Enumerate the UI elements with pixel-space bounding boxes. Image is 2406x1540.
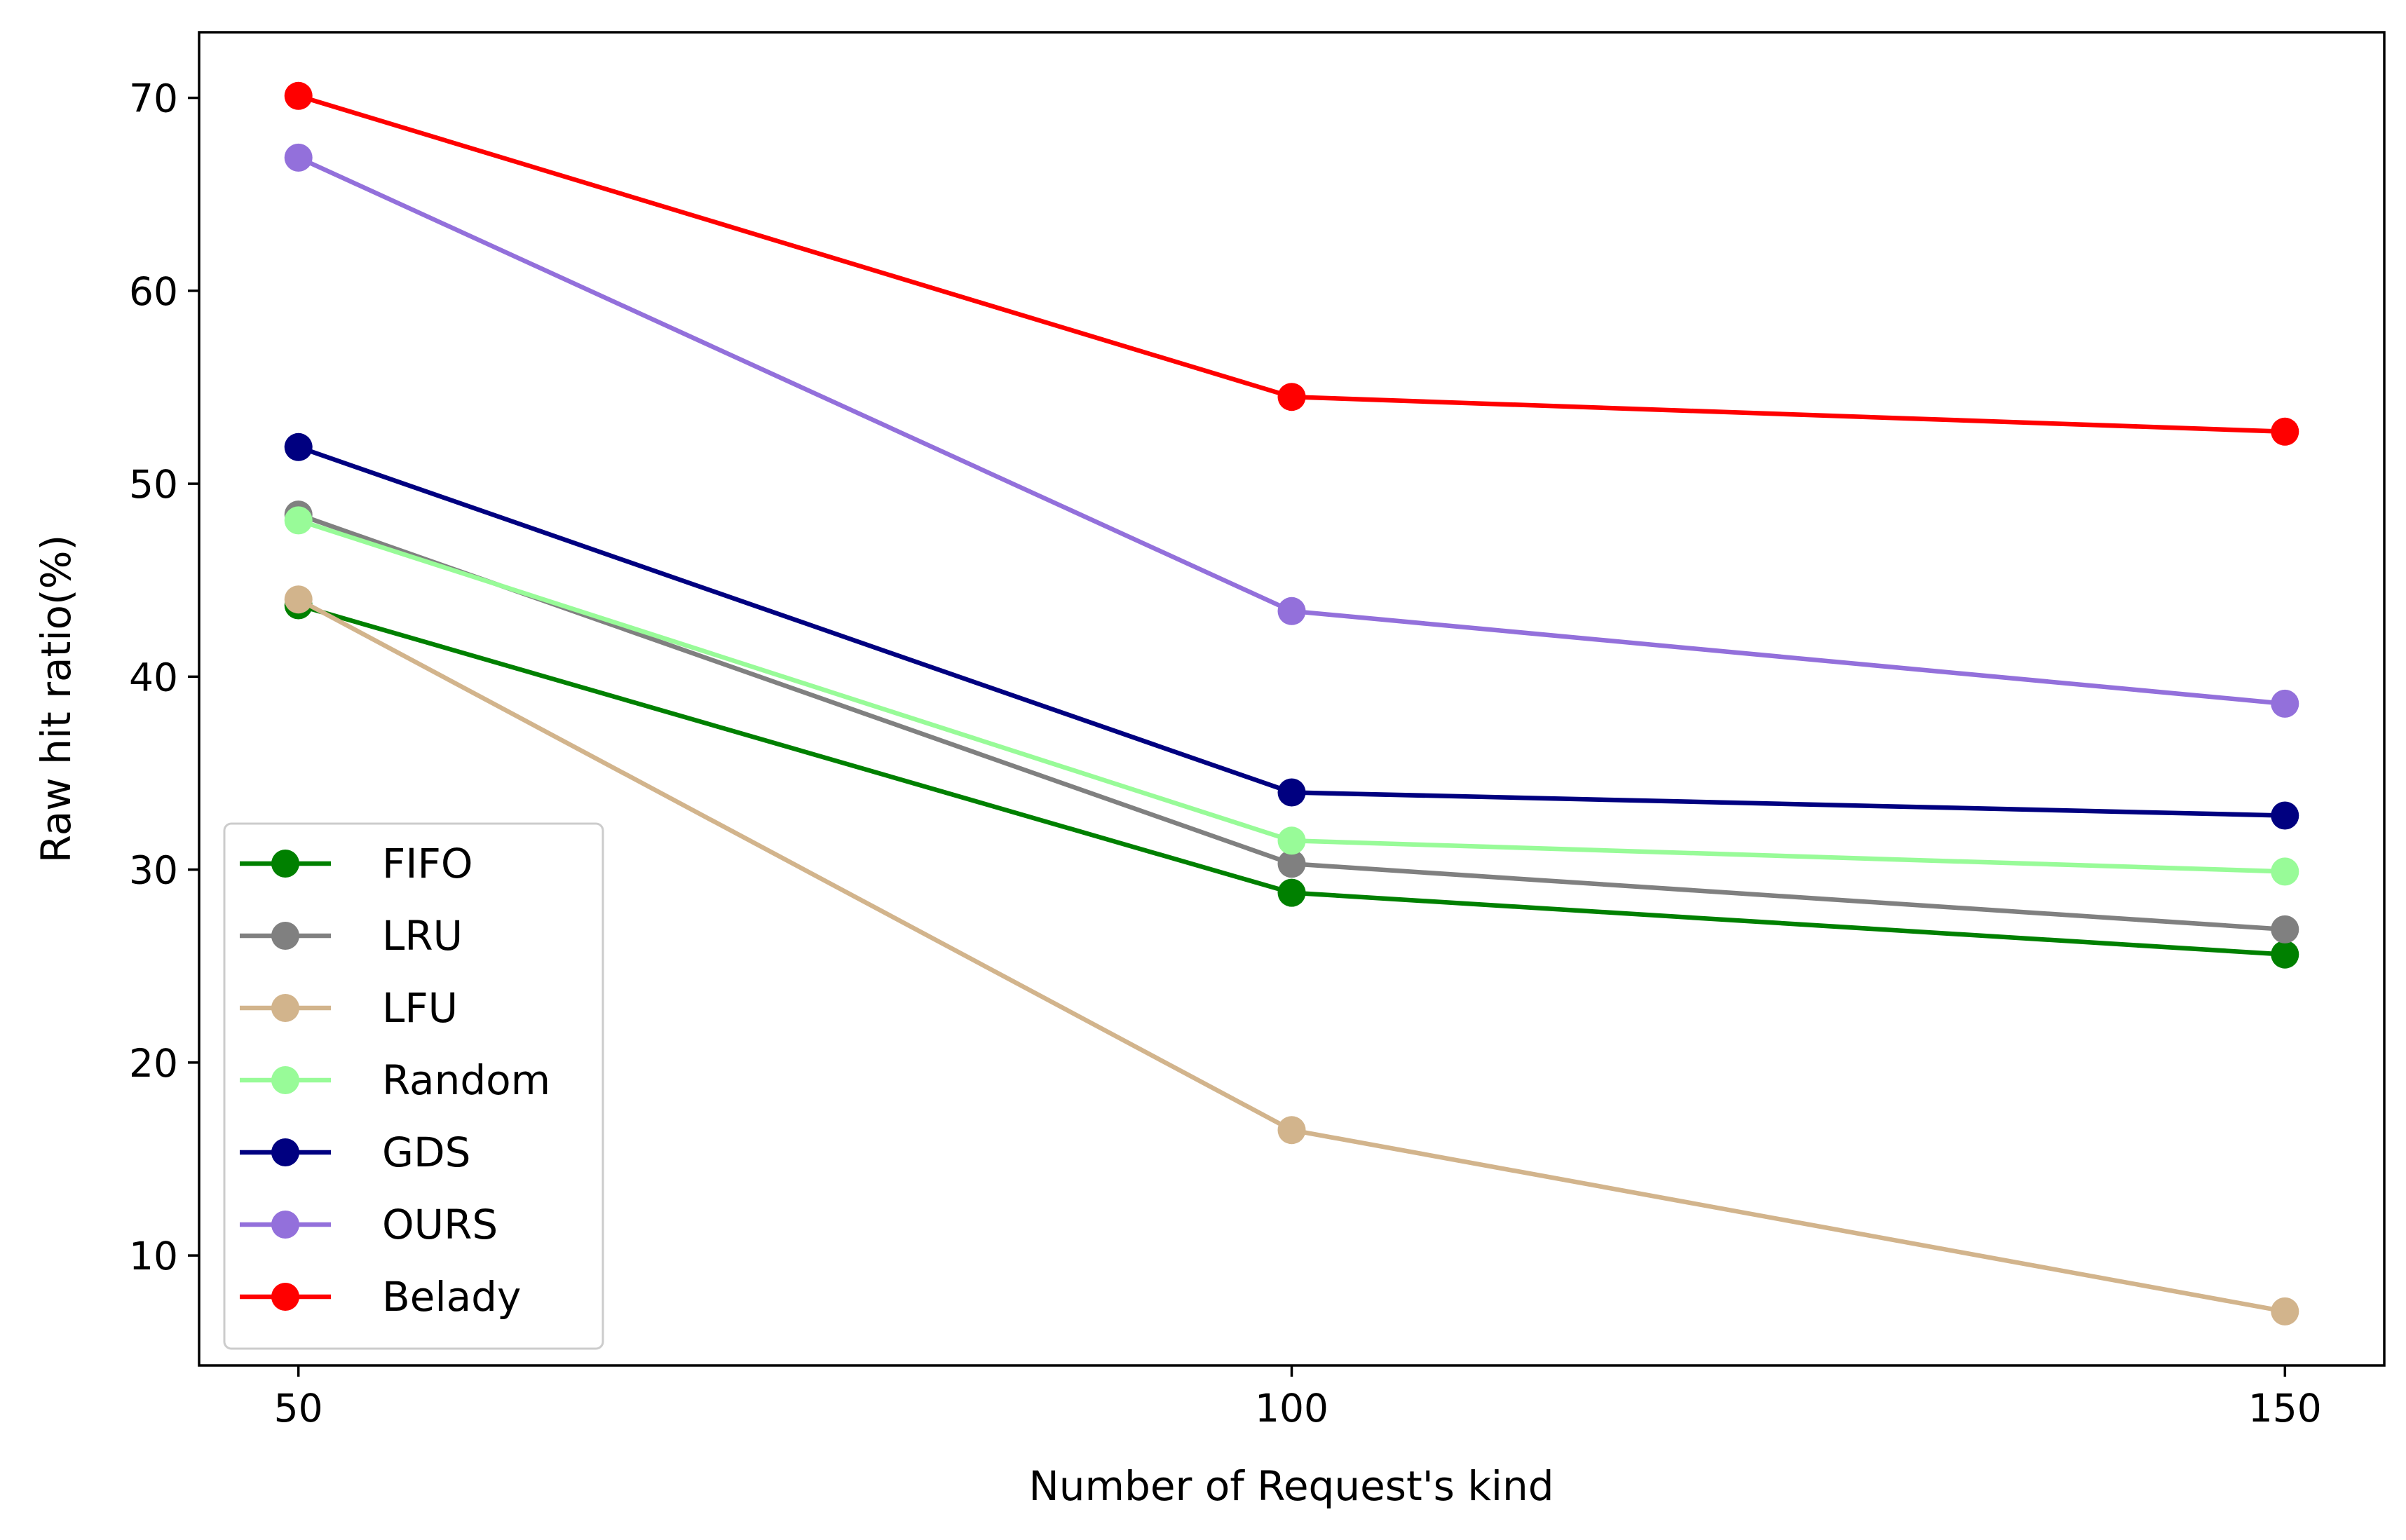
legend: FIFO LRU LFU Random GDS OURS Belady: [223, 822, 604, 1350]
data-point: [1277, 383, 1306, 411]
legend-item-lru: LRU: [240, 912, 463, 960]
legend-swatch-marker: [271, 1211, 299, 1239]
legend-label: LRU: [382, 912, 463, 960]
legend-item-lfu: LFU: [240, 984, 458, 1032]
y-axis-label: Raw hit ratio(%): [32, 535, 80, 864]
data-point: [284, 81, 313, 110]
legend-label: Random: [382, 1056, 550, 1104]
series-ours: [284, 143, 2299, 718]
legend-swatch-marker: [271, 850, 299, 878]
data-point: [2271, 857, 2299, 886]
y-tick-label: 70: [129, 76, 178, 121]
data-point: [2271, 940, 2299, 969]
x-tick-label: 150: [2248, 1386, 2322, 1431]
y-tick-label: 30: [129, 848, 178, 893]
data-point: [284, 143, 313, 172]
data-point: [2271, 801, 2299, 830]
x-axis-label: Number of Request's kind: [1028, 1462, 1554, 1510]
data-point: [1277, 826, 1306, 855]
legend-box: [223, 822, 604, 1350]
series-belady: [284, 81, 2299, 446]
legend-item-random: Random: [240, 1056, 550, 1104]
series-layer: [284, 81, 2299, 1326]
data-point: [2271, 417, 2299, 446]
legend-item-belady: Belady: [240, 1273, 521, 1321]
data-point: [284, 506, 313, 535]
series-gds: [284, 432, 2299, 830]
y-tick-label: 50: [129, 462, 178, 507]
legend-swatch-marker: [271, 1138, 299, 1166]
legend-swatch-marker: [271, 1283, 299, 1311]
data-point: [2271, 689, 2299, 718]
y-tick-label: 10: [129, 1234, 178, 1279]
y-tick-label: 60: [129, 269, 178, 314]
legend-swatch-marker: [271, 922, 299, 950]
data-point: [1277, 597, 1306, 625]
data-point: [284, 585, 313, 614]
data-point: [284, 432, 313, 461]
x-tick-label: 50: [274, 1386, 323, 1431]
legend-item-fifo: FIFO: [240, 840, 473, 887]
legend-label: FIFO: [382, 840, 473, 887]
data-point: [1277, 778, 1306, 807]
y-axis: 10 20 30 40 50 60 70: [129, 76, 199, 1279]
legend-label: Belady: [382, 1273, 521, 1321]
data-point: [1277, 1116, 1306, 1145]
y-tick-label: 40: [129, 655, 178, 700]
x-tick-label: 100: [1255, 1386, 1328, 1431]
data-point: [2271, 1297, 2299, 1326]
legend-item-ours: OURS: [240, 1201, 498, 1248]
legend-swatch-marker: [271, 1066, 299, 1094]
legend-item-gds: GDS: [240, 1129, 470, 1176]
series-lfu: [284, 585, 2299, 1326]
legend-label: LFU: [382, 984, 458, 1032]
data-point: [2271, 915, 2299, 943]
x-axis: 50 100 150: [274, 1365, 2322, 1431]
legend-label: GDS: [382, 1129, 470, 1176]
y-tick-label: 20: [129, 1041, 178, 1086]
data-point: [1277, 850, 1306, 878]
legend-swatch-marker: [271, 994, 299, 1022]
data-point: [1277, 878, 1306, 907]
series-random: [284, 506, 2299, 886]
legend-label: OURS: [382, 1201, 498, 1248]
